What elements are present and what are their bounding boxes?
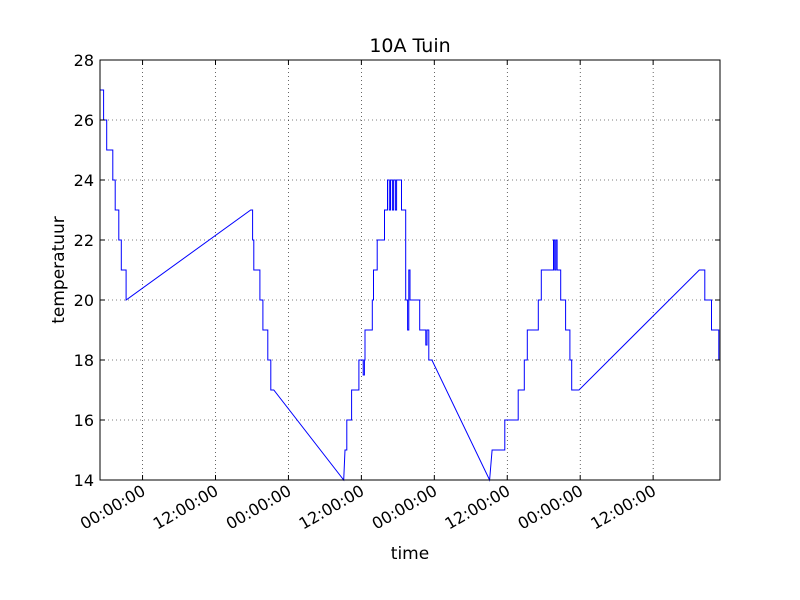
series-layer: [100, 89, 721, 482]
x-tick-label: 12:00:00: [587, 481, 659, 533]
chart-title: 10A Tuin: [369, 35, 450, 57]
x-tick-label: 00:00:00: [223, 481, 295, 533]
y-tick-label: 20: [74, 291, 94, 310]
y-tick-label: 16: [74, 411, 94, 430]
y-axis-label: temperatuur: [49, 216, 69, 324]
y-tick-label: 24: [74, 171, 94, 190]
grid-lines: [100, 60, 720, 480]
x-tick-label: 00:00:00: [369, 481, 441, 533]
plot-frame: [99, 59, 721, 481]
y-tick-label: 28: [74, 51, 94, 70]
y-tick-label: 14: [74, 471, 94, 490]
x-tick-label: 12:00:00: [296, 481, 368, 533]
y-tick-label: 18: [74, 351, 94, 370]
x-tick-label: 00:00:00: [514, 481, 586, 533]
y-tick-label: 26: [74, 111, 94, 130]
y-tick-label: 22: [74, 231, 94, 250]
x-tick-label: 12:00:00: [442, 481, 514, 533]
x-axis-label: time: [391, 544, 429, 564]
temperature-series-line: [100, 89, 721, 482]
x-tick-label: 12:00:00: [150, 481, 222, 533]
